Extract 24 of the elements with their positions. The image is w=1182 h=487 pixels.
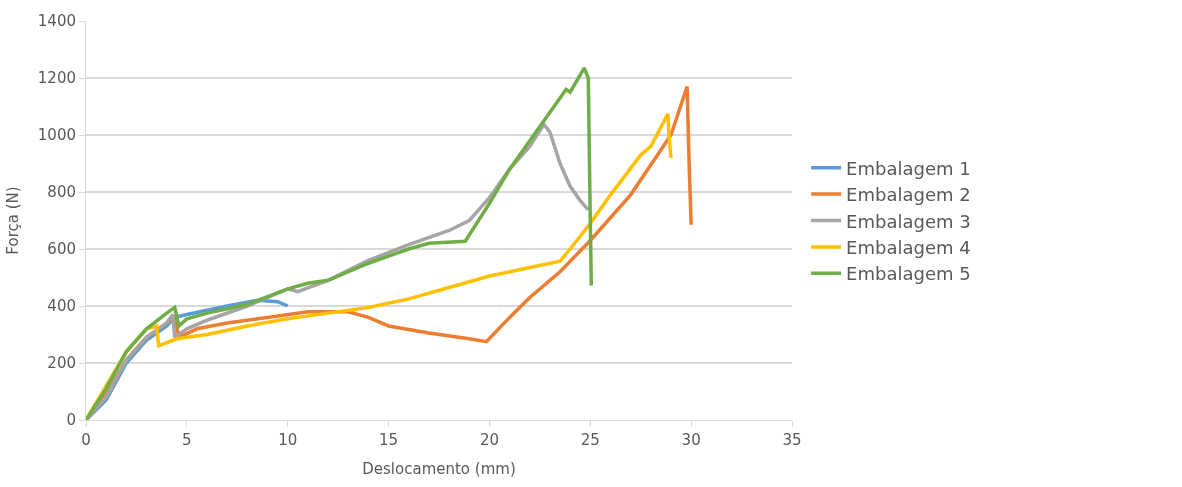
y-tick-label: 600 — [47, 240, 76, 259]
y-tick-label: 400 — [47, 297, 76, 316]
y-axis-title: Força (N) — [4, 186, 23, 255]
x-tick-label: 35 — [782, 431, 802, 449]
y-tick-label: 200 — [47, 354, 76, 373]
y-tick-label: 0 — [66, 411, 76, 430]
legend-label: Embalagem 4 — [846, 236, 971, 258]
y-tick-label: 800 — [47, 183, 76, 202]
x-axis-title: Deslocamento (mm) — [362, 460, 516, 478]
x-tick-label: 0 — [81, 431, 91, 449]
x-tick-label: 30 — [681, 431, 701, 449]
y-tick-label: 1400 — [37, 12, 76, 31]
legend-label: Embalagem 3 — [846, 210, 971, 232]
x-tick-label: 25 — [580, 431, 600, 449]
x-tick-label: 15 — [379, 431, 399, 449]
y-tick-label: 1000 — [37, 126, 76, 145]
legend-label: Embalagem 2 — [846, 184, 971, 206]
x-tick-label: 10 — [278, 431, 298, 449]
x-tick-label: 20 — [479, 431, 499, 449]
y-tick-label: 1200 — [37, 69, 76, 88]
x-tick-label: 5 — [182, 431, 192, 449]
line-series — [86, 66, 594, 420]
legend-label: Embalagem 5 — [846, 263, 971, 285]
legend-label: Embalagem 1 — [846, 157, 971, 179]
